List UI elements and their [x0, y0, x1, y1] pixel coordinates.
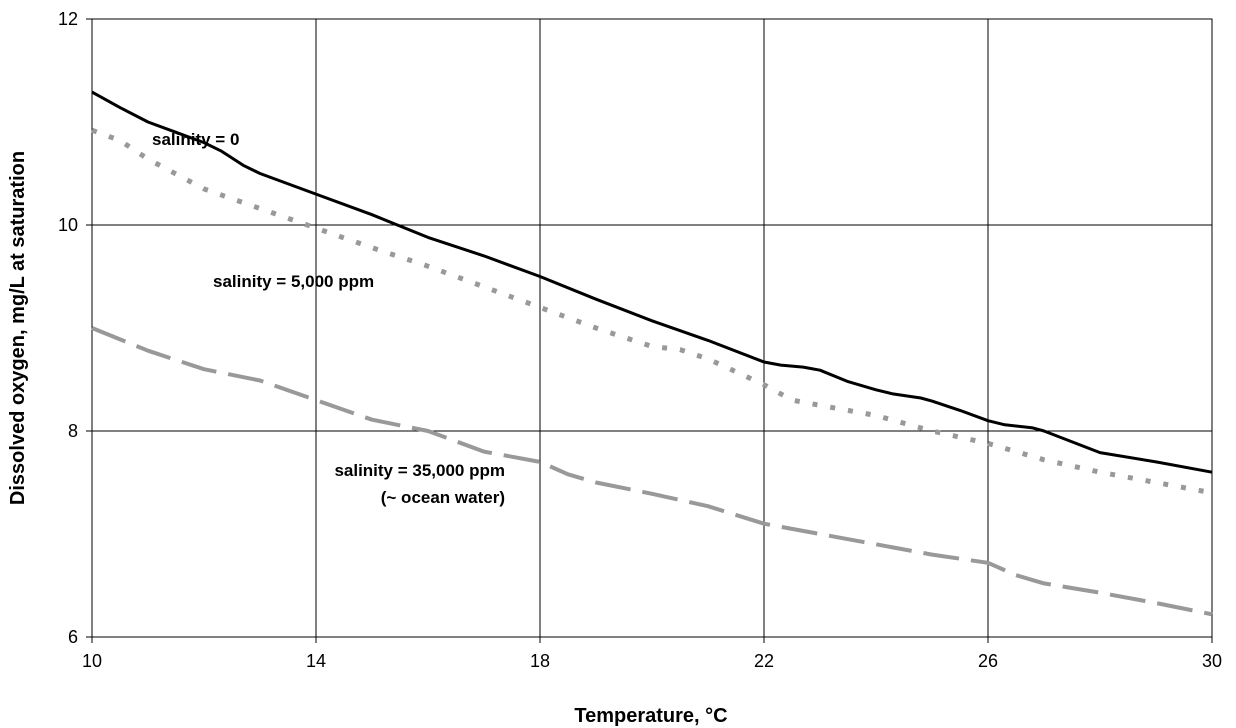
annotation-salinity-35000: salinity = 35,000 ppm: [334, 461, 505, 480]
annotation-ocean-water: (~ ocean water): [381, 488, 505, 507]
series-line-1: [91, 127, 1213, 496]
y-tick-label-10: 10: [58, 215, 78, 235]
series-line-2: [91, 326, 1213, 617]
x-tick-label-22: 22: [754, 651, 774, 671]
annotation-salinity-0: salinity = 0: [152, 130, 239, 149]
x-axis-tick-labels: 10 14 18 22 26 30: [82, 651, 1222, 671]
series-line-0: [91, 90, 1213, 474]
x-tick-label-26: 26: [978, 651, 998, 671]
y-tick-label-12: 12: [58, 9, 78, 29]
x-tick-label-10: 10: [82, 651, 102, 671]
axis-ticks: [86, 18, 1213, 643]
x-tick-label-14: 14: [306, 651, 326, 671]
y-tick-label-8: 8: [68, 421, 78, 441]
y-axis-title: Dissolved oxygen, mg/L at saturation: [7, 151, 29, 505]
plot-area-border: [91, 18, 1213, 638]
y-tick-label-6: 6: [68, 627, 78, 647]
x-tick-label-18: 18: [530, 651, 550, 671]
annotation-salinity-5000: salinity = 5,000 ppm: [213, 272, 374, 291]
series-lines: [91, 90, 1213, 617]
x-axis-title: Temperature, °C: [574, 705, 727, 727]
gridlines: [92, 19, 1212, 637]
x-tick-label-30: 30: [1202, 651, 1222, 671]
y-axis-tick-labels: 6 8 10 12: [58, 9, 78, 647]
